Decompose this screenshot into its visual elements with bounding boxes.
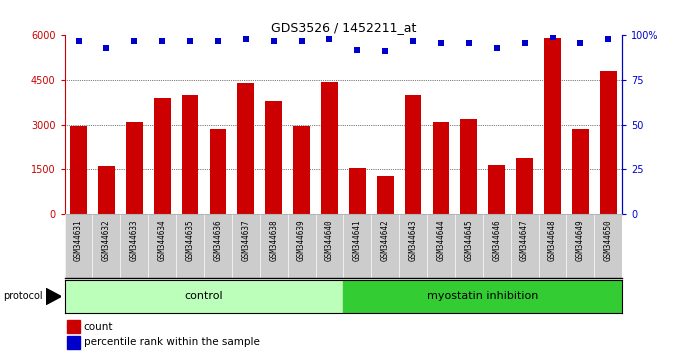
Bar <box>516 158 533 214</box>
Text: GSM344634: GSM344634 <box>158 219 167 261</box>
Bar <box>544 38 561 214</box>
Text: GSM344635: GSM344635 <box>186 219 194 261</box>
Point <box>296 38 307 44</box>
Bar <box>65 280 343 313</box>
Point <box>520 40 530 45</box>
Point <box>129 38 140 44</box>
Bar <box>265 101 282 214</box>
Point <box>379 48 390 54</box>
Bar <box>343 280 622 313</box>
Point <box>602 36 613 42</box>
Point <box>435 40 446 45</box>
Point <box>73 38 84 44</box>
Text: myostatin inhibition: myostatin inhibition <box>427 291 539 302</box>
Bar <box>349 168 366 214</box>
Bar <box>377 176 394 214</box>
Point <box>464 40 475 45</box>
Point <box>212 38 223 44</box>
Bar <box>321 81 338 214</box>
Bar <box>600 71 617 214</box>
Point <box>156 38 168 44</box>
Text: GSM344640: GSM344640 <box>325 219 334 261</box>
Text: GSM344647: GSM344647 <box>520 219 529 261</box>
Text: GSM344643: GSM344643 <box>409 219 418 261</box>
Bar <box>209 129 226 214</box>
Text: GSM344642: GSM344642 <box>381 219 390 261</box>
Text: control: control <box>185 291 223 302</box>
Text: GSM344632: GSM344632 <box>102 219 111 261</box>
Bar <box>98 166 115 214</box>
Bar <box>154 98 171 214</box>
Bar <box>126 122 143 214</box>
Text: GSM344639: GSM344639 <box>297 219 306 261</box>
Bar <box>460 119 477 214</box>
Text: count: count <box>84 321 113 332</box>
Bar <box>70 126 87 214</box>
Polygon shape <box>46 289 61 304</box>
Bar <box>67 336 80 349</box>
Bar <box>488 165 505 214</box>
Point <box>185 38 196 44</box>
Text: GSM344636: GSM344636 <box>214 219 222 261</box>
Text: GSM344631: GSM344631 <box>74 219 83 261</box>
Point <box>241 36 252 42</box>
Point <box>101 45 112 51</box>
Text: GSM344650: GSM344650 <box>604 219 613 261</box>
Point <box>269 38 279 44</box>
Bar <box>237 83 254 214</box>
Text: GSM344648: GSM344648 <box>548 219 557 261</box>
Point <box>491 45 502 51</box>
Point <box>352 47 363 52</box>
Bar <box>293 126 310 214</box>
Text: GSM344637: GSM344637 <box>241 219 250 261</box>
Text: percentile rank within the sample: percentile rank within the sample <box>84 337 260 347</box>
Point <box>324 36 335 42</box>
Text: GSM344641: GSM344641 <box>353 219 362 261</box>
Point <box>547 34 558 40</box>
Point <box>575 40 586 45</box>
Text: GSM344633: GSM344633 <box>130 219 139 261</box>
Text: GSM344649: GSM344649 <box>576 219 585 261</box>
Text: GSM344644: GSM344644 <box>437 219 445 261</box>
Bar <box>67 320 80 333</box>
Text: protocol: protocol <box>3 291 43 302</box>
Text: GSM344645: GSM344645 <box>464 219 473 261</box>
Title: GDS3526 / 1452211_at: GDS3526 / 1452211_at <box>271 21 416 34</box>
Bar <box>182 95 199 214</box>
Text: GSM344646: GSM344646 <box>492 219 501 261</box>
Text: GSM344638: GSM344638 <box>269 219 278 261</box>
Bar <box>572 129 589 214</box>
Point <box>408 38 419 44</box>
Bar <box>405 95 422 214</box>
Bar <box>432 122 449 214</box>
